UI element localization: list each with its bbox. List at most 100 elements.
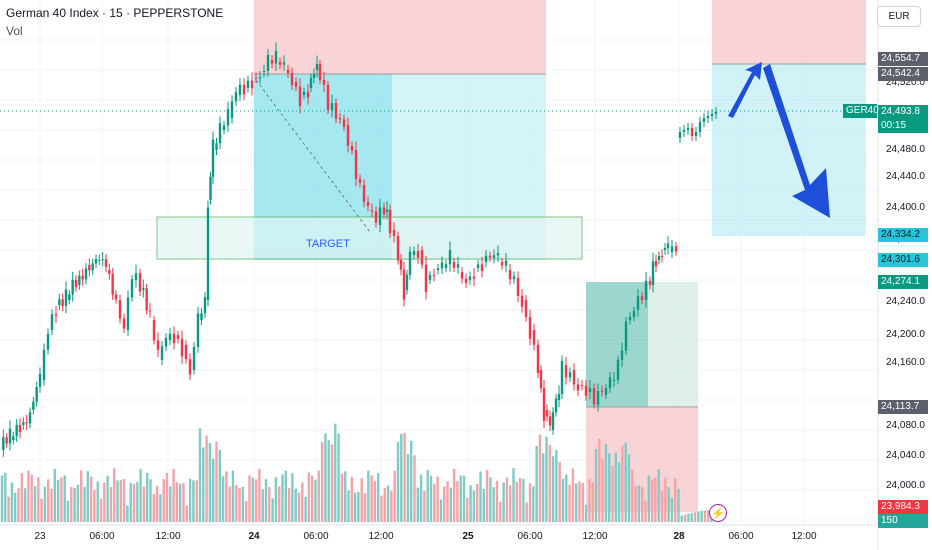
volume-bar [439,499,443,522]
candle-body [460,272,464,279]
candle-body [378,207,382,225]
candle-body [246,80,250,88]
candle-body [576,384,580,391]
volume-bar [667,487,670,522]
volume-bar [80,470,83,522]
candle-body [640,296,644,301]
candle-body [690,128,694,136]
candle-body [148,310,152,312]
volume-bar [551,456,555,522]
volume-bar [63,475,66,522]
volume-bar [360,478,363,522]
volume-bar [202,447,205,522]
volume-bar [598,438,601,522]
candle-body [504,260,508,266]
candle-body [694,132,698,136]
volume-bar [548,444,551,522]
volume-bar [449,487,452,522]
candle-body [254,78,258,79]
candle-body [678,132,682,138]
trend-dashed-line [255,79,371,233]
volume-bar [495,480,499,522]
volume-bar [373,481,377,522]
volume-bar [30,474,33,522]
down-arrow-icon [763,64,830,218]
volume-bar [96,481,99,522]
volume-bar [14,492,17,522]
candle-body [290,73,294,85]
volume-bar [697,511,700,522]
volume-bar [660,490,664,522]
candle-body [84,268,88,280]
volume-bar [575,483,578,522]
candle-body [512,276,516,280]
candle-body [209,176,212,200]
volume-bar [192,480,195,522]
candle-body [184,345,188,360]
volume-bar [416,487,419,522]
volume-bar [396,441,400,522]
volume-bar [462,475,466,522]
volume-bar [601,458,604,522]
volume-bar [142,486,146,522]
candle-body [608,377,612,389]
volume-bar [106,475,109,522]
candle-body [651,261,655,285]
volume-bar [426,469,429,522]
candle-body [648,280,652,286]
candle-body [104,259,108,268]
volume-bar [268,486,271,522]
candle-body [432,275,436,277]
candle-body [428,275,432,280]
volume-bar [198,428,202,522]
currency-button[interactable]: EUR [877,6,921,27]
candle-body [484,255,488,262]
volume-bar [86,471,89,522]
candle-body [568,372,572,378]
volume-bar [634,485,637,522]
candle-body [326,84,330,110]
price-tick-label: 24,080.0 [886,420,925,431]
lightning-icon[interactable]: ⚡ [709,504,727,522]
volume-bar [459,475,462,522]
volume-bar [307,472,311,522]
volume-bar [73,488,76,522]
volume-bar [472,490,476,522]
volume-bar [132,483,136,522]
volume-bar [522,478,525,522]
candle-body [366,201,370,207]
candle-body [560,361,564,394]
candle-body [496,253,500,256]
candle-body [54,314,58,316]
volume-bar [228,486,231,522]
volume-indicator-label[interactable]: Vol [6,24,23,38]
symbol-title[interactable]: German 40 Index · 15 · PEPPERSTONE [6,6,224,20]
volume-bar [393,470,396,522]
volume-bar [456,481,459,522]
candle-body [192,346,196,370]
volume-bar [357,491,360,522]
volume-bar [429,475,433,522]
candle-body [660,255,664,257]
price-tag: 00:15 [878,119,928,133]
volume-bar [621,445,624,522]
candle-body [126,297,130,330]
volume-bar [466,497,469,522]
candle-body [15,425,18,437]
volume-bar [690,512,693,522]
candle-body [385,209,389,212]
candle-body [164,337,168,347]
volume-bar [136,481,139,522]
candle-body [402,269,406,300]
volume-bar [208,442,212,522]
volume-bar [693,512,697,522]
volume-bar [188,478,192,522]
volume-bar [611,465,614,522]
volume-bar [70,486,73,522]
volume-bar [231,470,235,522]
candle-body [315,64,319,70]
candle-body [98,259,101,261]
volume-bar [443,486,446,522]
